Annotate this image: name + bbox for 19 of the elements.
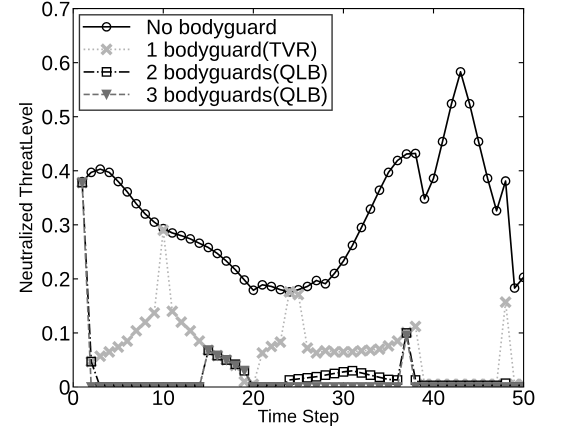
legend-label: 1 bodyguard(TVR) bbox=[148, 42, 316, 61]
y-tick-label: 0.4 bbox=[42, 164, 70, 179]
legend-label: No bodyguard bbox=[148, 19, 276, 38]
y-tick-label: 0.6 bbox=[42, 56, 70, 70]
y-tick-label: 0.7 bbox=[42, 2, 70, 16]
x-tick-label: 20 bbox=[242, 390, 264, 406]
x-tick-label: 30 bbox=[332, 390, 354, 406]
x-tick-label: 10 bbox=[153, 390, 174, 406]
y-tick-label: 0.5 bbox=[42, 110, 70, 124]
x-tick-label: 50 bbox=[512, 390, 534, 406]
x-axis-title: Time Step bbox=[258, 409, 338, 426]
y-tick-label: 0.2 bbox=[42, 272, 70, 287]
x-tick-label: 40 bbox=[422, 390, 444, 406]
legend-label: 3 bodyguards(QLB) bbox=[146, 86, 327, 106]
y-tick-label: 0 bbox=[60, 380, 70, 395]
y-axis-title: Neutralized ThreatLevel bbox=[19, 103, 32, 292]
legend-label: 2 bodyguards(QLB) bbox=[147, 64, 327, 84]
y-tick-label: 0.3 bbox=[42, 218, 70, 233]
y-tick-label: 0.1 bbox=[42, 326, 70, 341]
